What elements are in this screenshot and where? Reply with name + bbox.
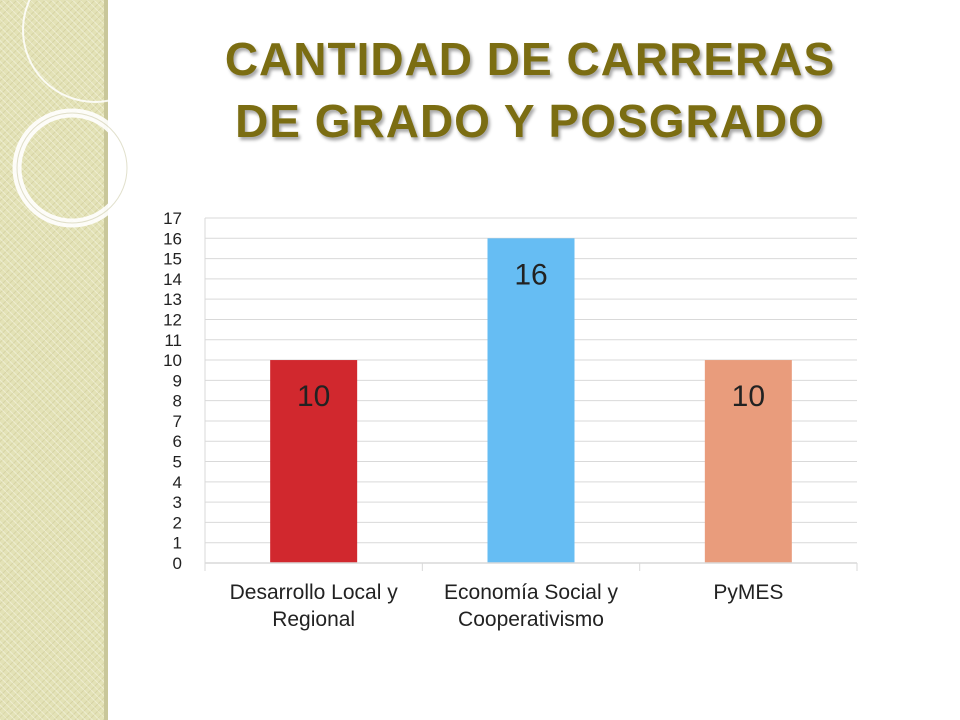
side-strip-edge	[104, 0, 108, 720]
y-tick-label: 4	[173, 473, 182, 492]
data-label-2: 16	[514, 258, 547, 291]
title-line-1: CANTIDAD DE CARRERAS	[224, 33, 836, 85]
y-tick-label: 2	[173, 513, 182, 532]
y-tick-label: 10	[163, 351, 182, 370]
data-label-3: 10	[732, 380, 765, 413]
y-tick-label: 0	[173, 554, 182, 573]
category-label-2: Cooperativismo	[458, 608, 604, 631]
y-tick-label: 15	[163, 250, 182, 269]
bars	[270, 238, 792, 563]
y-tick-label: 12	[163, 310, 182, 329]
slide-title: CANTIDAD DE CARRERAS DE GRADO Y POSGRADO	[120, 28, 940, 152]
y-tick-label: 11	[164, 331, 182, 350]
title-line-2: DE GRADO Y POSGRADO	[235, 95, 825, 147]
y-tick-label: 1	[173, 534, 182, 553]
y-tick-label: 3	[173, 493, 182, 512]
y-tick-label: 17	[163, 209, 182, 228]
y-tick-label: 14	[163, 270, 182, 289]
bar-1	[270, 360, 358, 563]
y-tick-label: 13	[163, 290, 182, 309]
axes	[204, 218, 858, 571]
y-tick-label: 7	[173, 412, 182, 431]
y-tick-label: 9	[173, 371, 182, 390]
category-label-1: Regional	[272, 608, 355, 631]
bar-3	[704, 360, 792, 563]
y-tick-label: 5	[173, 453, 182, 472]
data-label-1: 10	[297, 380, 330, 413]
category-label-1: Desarrollo Local y	[230, 581, 399, 604]
y-tick-label: 6	[173, 432, 182, 451]
y-tick-label: 16	[163, 229, 182, 248]
category-label-2: Economía Social y	[444, 581, 618, 604]
y-tick-label: 8	[173, 392, 182, 411]
decorative-rings	[12, 0, 140, 228]
bar-2	[487, 238, 575, 563]
category-label-3: PyMES	[713, 581, 783, 604]
